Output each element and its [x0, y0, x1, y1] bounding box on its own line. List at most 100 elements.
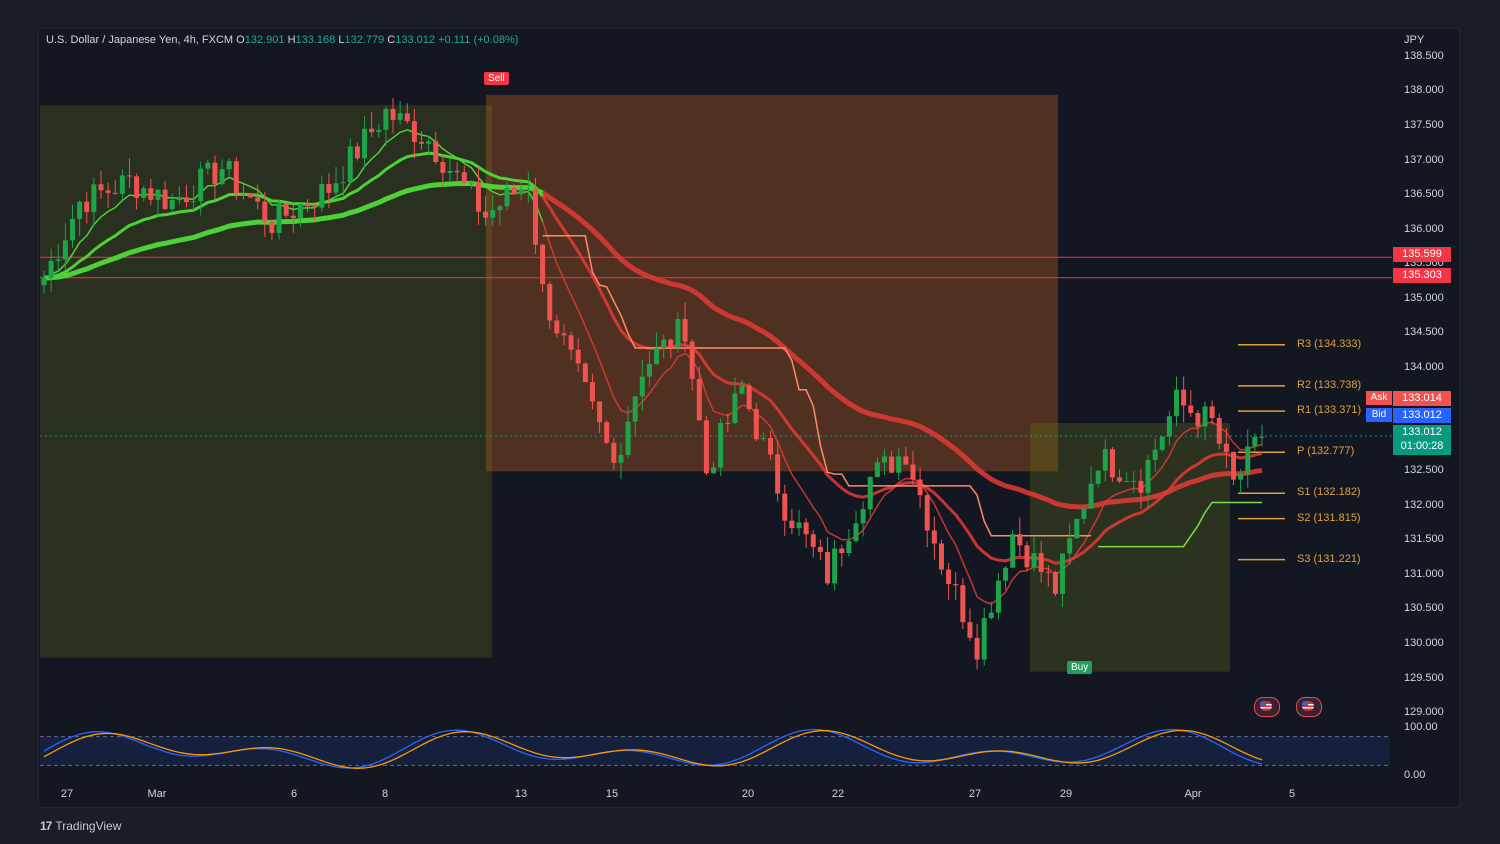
y-tick-label: 136.500: [1404, 188, 1444, 201]
candle-body: [1245, 446, 1251, 475]
pivot-label: R3 (134.333): [1297, 337, 1362, 350]
x-tick-label: 6: [290, 788, 298, 800]
candle-body: [440, 162, 446, 173]
candle-body: [1081, 508, 1087, 519]
candle-body: [312, 206, 318, 208]
candle-body: [924, 495, 930, 531]
hline-price-box-2: 135.303: [1393, 268, 1451, 283]
pivot-label: R1 (133.371): [1297, 404, 1362, 417]
chart-frame[interactable]: [38, 28, 1460, 808]
candle-body: [917, 479, 923, 496]
x-tick-label: 8: [381, 788, 389, 800]
candle-body: [1124, 481, 1130, 483]
y-tick-label: 129.000: [1404, 706, 1444, 719]
candle-body: [796, 522, 802, 529]
pivot-label: S1 (132.182): [1297, 486, 1361, 499]
candle-body: [782, 493, 788, 521]
x-tick-label: 5: [1288, 788, 1296, 800]
candle-body: [654, 348, 660, 365]
pivot-label: S3 (131.221): [1297, 552, 1361, 565]
candle-body: [639, 376, 645, 397]
candle-body: [611, 442, 617, 463]
candle-body: [475, 182, 481, 212]
candle-body: [789, 520, 795, 529]
candle-body: [981, 618, 987, 660]
y-tick-label: 132.500: [1404, 464, 1444, 477]
x-tick-label: 27: [968, 788, 982, 800]
sell-marker[interactable]: Sell: [484, 72, 509, 85]
candle-body: [411, 121, 417, 142]
candle-body: [262, 201, 268, 222]
y-tick-label: 138.000: [1404, 84, 1444, 97]
candle-body: [540, 244, 546, 285]
candle-body: [974, 637, 980, 660]
candle-body: [1238, 474, 1244, 480]
candle-body: [853, 523, 859, 541]
pivot-label: P (132.777): [1297, 445, 1355, 458]
us-flag-event-icon[interactable]: [1254, 697, 1280, 717]
candle-body: [1195, 412, 1201, 427]
low-value: 132.779: [344, 34, 385, 46]
us-flag-event-icon[interactable]: [1296, 697, 1322, 717]
candle-body: [1202, 406, 1208, 427]
y-tick-label: 129.500: [1404, 671, 1444, 684]
candle-body: [55, 259, 61, 261]
candle-body: [119, 175, 125, 194]
candle-body: [575, 349, 581, 364]
candle-body: [283, 203, 289, 216]
candle-body: [84, 201, 90, 213]
candle-body: [775, 454, 781, 494]
candle-body: [988, 612, 994, 619]
candle-body: [589, 382, 595, 402]
candle-body: [518, 188, 524, 195]
tradingview-logo[interactable]: 17 TradingView: [40, 819, 121, 833]
candle-body: [333, 183, 339, 193]
tradingview-mark-icon: 17: [40, 819, 52, 833]
pivot-label: S2 (131.815): [1297, 511, 1361, 524]
candle-body: [148, 188, 154, 200]
x-tick-label: Mar: [147, 788, 167, 800]
y-tick-label: 135.000: [1404, 291, 1444, 304]
candle-body: [233, 161, 239, 193]
candle-body: [746, 385, 752, 409]
candle-body: [1031, 553, 1037, 568]
candle-body: [240, 192, 246, 194]
stochastic-d-line: [43, 729, 1263, 769]
candle-body: [661, 339, 667, 349]
candle-body: [504, 187, 510, 207]
candle-body: [1174, 389, 1180, 417]
y-tick-label: 130.000: [1404, 637, 1444, 650]
candle-body: [696, 378, 702, 421]
candle-body: [1259, 436, 1265, 438]
high-label: H: [287, 34, 296, 46]
candle-body: [896, 456, 902, 473]
candle-body: [191, 201, 197, 203]
candle-body: [597, 401, 603, 423]
candle-body: [995, 580, 1001, 613]
hline-price-box-1: 135.599: [1393, 247, 1451, 262]
candle-body: [682, 319, 688, 342]
candle-body: [269, 221, 275, 233]
candle-body: [383, 108, 389, 130]
oscillator-band: [40, 736, 1390, 766]
candle-body: [1252, 436, 1258, 447]
candle-body: [290, 215, 296, 219]
candle-body: [69, 218, 75, 241]
buy-marker[interactable]: Buy: [1067, 661, 1093, 674]
candle-body: [604, 422, 610, 443]
candle-body: [832, 548, 838, 584]
osc-tick-0: 0.00: [1404, 769, 1426, 781]
candle-body: [176, 197, 182, 201]
last-price-box: 133.012 01:00:28: [1393, 425, 1451, 455]
y-tick-label: 137.500: [1404, 118, 1444, 131]
y-tick-label: 137.000: [1404, 153, 1444, 166]
candle-body: [903, 456, 909, 465]
x-tick-label: 20: [741, 788, 755, 800]
candle-body: [582, 363, 588, 383]
y-tick-label: 132.000: [1404, 498, 1444, 511]
candle-body: [703, 420, 709, 474]
candle-body: [547, 284, 553, 321]
candle-body: [1045, 571, 1051, 573]
candle-body: [162, 189, 168, 210]
